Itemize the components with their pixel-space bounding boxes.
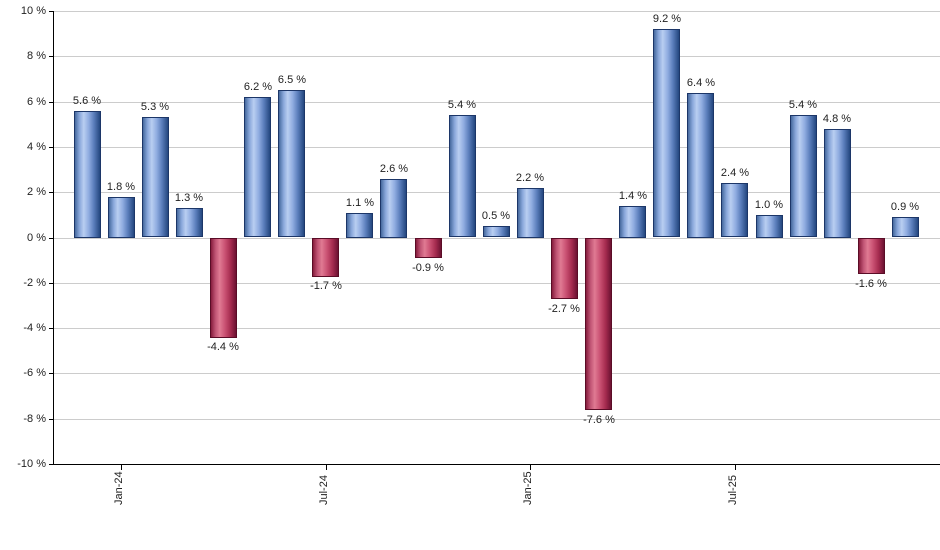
bar-jul-25[interactable]: [721, 183, 748, 237]
bar-apr-24[interactable]: [210, 238, 237, 338]
y-tick-mark-0: [49, 238, 53, 239]
x-tick-label-jul-24: Jul-24: [318, 475, 330, 505]
bar-value-label: 2.2 %: [515, 172, 545, 184]
y-tick-label-6: 6 %: [27, 96, 46, 108]
y-tick-mark-2: [49, 192, 53, 193]
gridline-10: [53, 11, 940, 12]
y-tick-mark--10: [49, 464, 53, 465]
bar-value-label: 9.2 %: [652, 13, 682, 25]
bar-aug-24[interactable]: [346, 213, 373, 238]
x-tick-mark-jan-24: [121, 465, 122, 470]
bar-jan-24[interactable]: [108, 197, 135, 238]
bar-feb-24[interactable]: [142, 117, 169, 237]
gridline-4: [53, 147, 940, 148]
y-tick-mark--8: [49, 419, 53, 420]
bar-dec-23[interactable]: [74, 111, 101, 238]
bar-jun-25[interactable]: [687, 93, 714, 238]
bar-value-label: 1.0 %: [754, 199, 784, 211]
bar-value-label: 6.4 %: [686, 77, 716, 89]
gridline-6: [53, 102, 940, 103]
bar-jun-24[interactable]: [278, 90, 305, 237]
y-tick-label--6: -6 %: [23, 367, 46, 379]
bar-value-label: 5.3 %: [140, 101, 170, 113]
bar-value-label: -4.4 %: [207, 341, 239, 353]
y-tick-label-4: 4 %: [27, 141, 46, 153]
gridline-2: [53, 192, 940, 193]
y-tick-label--10: -10 %: [17, 458, 46, 470]
gridline--2: [53, 283, 940, 284]
bar-value-label: 1.4 %: [618, 190, 648, 202]
y-tick-mark--4: [49, 328, 53, 329]
bar-jul-24[interactable]: [312, 238, 339, 277]
y-tick-label--4: -4 %: [23, 322, 46, 334]
bar-value-label: 0.5 %: [481, 210, 511, 222]
y-tick-label-8: 8 %: [27, 50, 46, 62]
bar-value-label: -2.7 %: [548, 303, 580, 315]
y-tick-mark-10: [49, 11, 53, 12]
gridline-8: [53, 56, 940, 57]
bar-jan-25[interactable]: [517, 188, 544, 238]
y-tick-label-2: 2 %: [27, 186, 46, 198]
bar-value-label: 1.3 %: [174, 192, 204, 204]
bar-dec-24[interactable]: [483, 226, 510, 237]
y-axis-line: [53, 11, 54, 465]
bar-dec-25[interactable]: [892, 217, 919, 237]
y-tick-label-10: 10 %: [20, 5, 46, 17]
bar-feb-25[interactable]: [551, 238, 578, 299]
y-tick-mark-4: [49, 147, 53, 148]
bar-value-label: -1.6 %: [855, 278, 887, 290]
bar-sep-25[interactable]: [790, 115, 817, 237]
x-tick-label-jan-24: Jan-24: [113, 471, 125, 505]
bar-value-label: -1.7 %: [310, 280, 342, 292]
bar-value-label: 5.6 %: [72, 95, 102, 107]
gridline--4: [53, 328, 940, 329]
x-tick-label-jan-25: Jan-25: [522, 471, 534, 505]
bar-nov-25[interactable]: [858, 238, 885, 274]
bar-value-label: 4.8 %: [822, 113, 852, 125]
bar-value-label: 6.2 %: [243, 81, 273, 93]
bar-apr-25[interactable]: [619, 206, 646, 238]
y-tick-mark--2: [49, 283, 53, 284]
bar-value-label: -7.6 %: [583, 414, 615, 426]
bar-value-label: 5.4 %: [788, 99, 818, 111]
y-tick-label--2: -2 %: [23, 277, 46, 289]
x-tick-mark-jul-25: [735, 465, 736, 470]
bar-value-label: 2.6 %: [379, 163, 409, 175]
bar-value-label: 0.9 %: [890, 201, 920, 213]
bar-value-label: -0.9 %: [412, 262, 444, 274]
bar-sep-24[interactable]: [380, 179, 407, 238]
y-tick-mark--6: [49, 373, 53, 374]
x-tick-label-jul-25: Jul-25: [727, 475, 739, 505]
bar-value-label: 1.1 %: [345, 197, 375, 209]
bar-aug-25[interactable]: [756, 215, 783, 238]
gridline--6: [53, 373, 940, 374]
gridline--8: [53, 419, 940, 420]
bar-value-label: 1.8 %: [106, 181, 136, 193]
x-tick-mark-jul-24: [326, 465, 327, 470]
bar-oct-25[interactable]: [824, 129, 851, 238]
bar-value-label: 6.5 %: [277, 74, 307, 86]
bar-value-label: 2.4 %: [720, 167, 750, 179]
bar-oct-24[interactable]: [415, 238, 442, 258]
bar-mar-25[interactable]: [585, 238, 612, 410]
bar-mar-24[interactable]: [176, 208, 203, 237]
gridline-0: [53, 238, 940, 239]
bar-nov-24[interactable]: [449, 115, 476, 237]
x-tick-mark-jan-25: [530, 465, 531, 470]
y-tick-mark-8: [49, 56, 53, 57]
y-tick-label--8: -8 %: [23, 413, 46, 425]
bar-value-label: 5.4 %: [447, 99, 477, 111]
bar-may-24[interactable]: [244, 97, 271, 237]
bar-may-25[interactable]: [653, 29, 680, 237]
x-axis-line: [53, 464, 940, 465]
y-tick-label-0: 0 %: [27, 232, 46, 244]
y-tick-mark-6: [49, 102, 53, 103]
